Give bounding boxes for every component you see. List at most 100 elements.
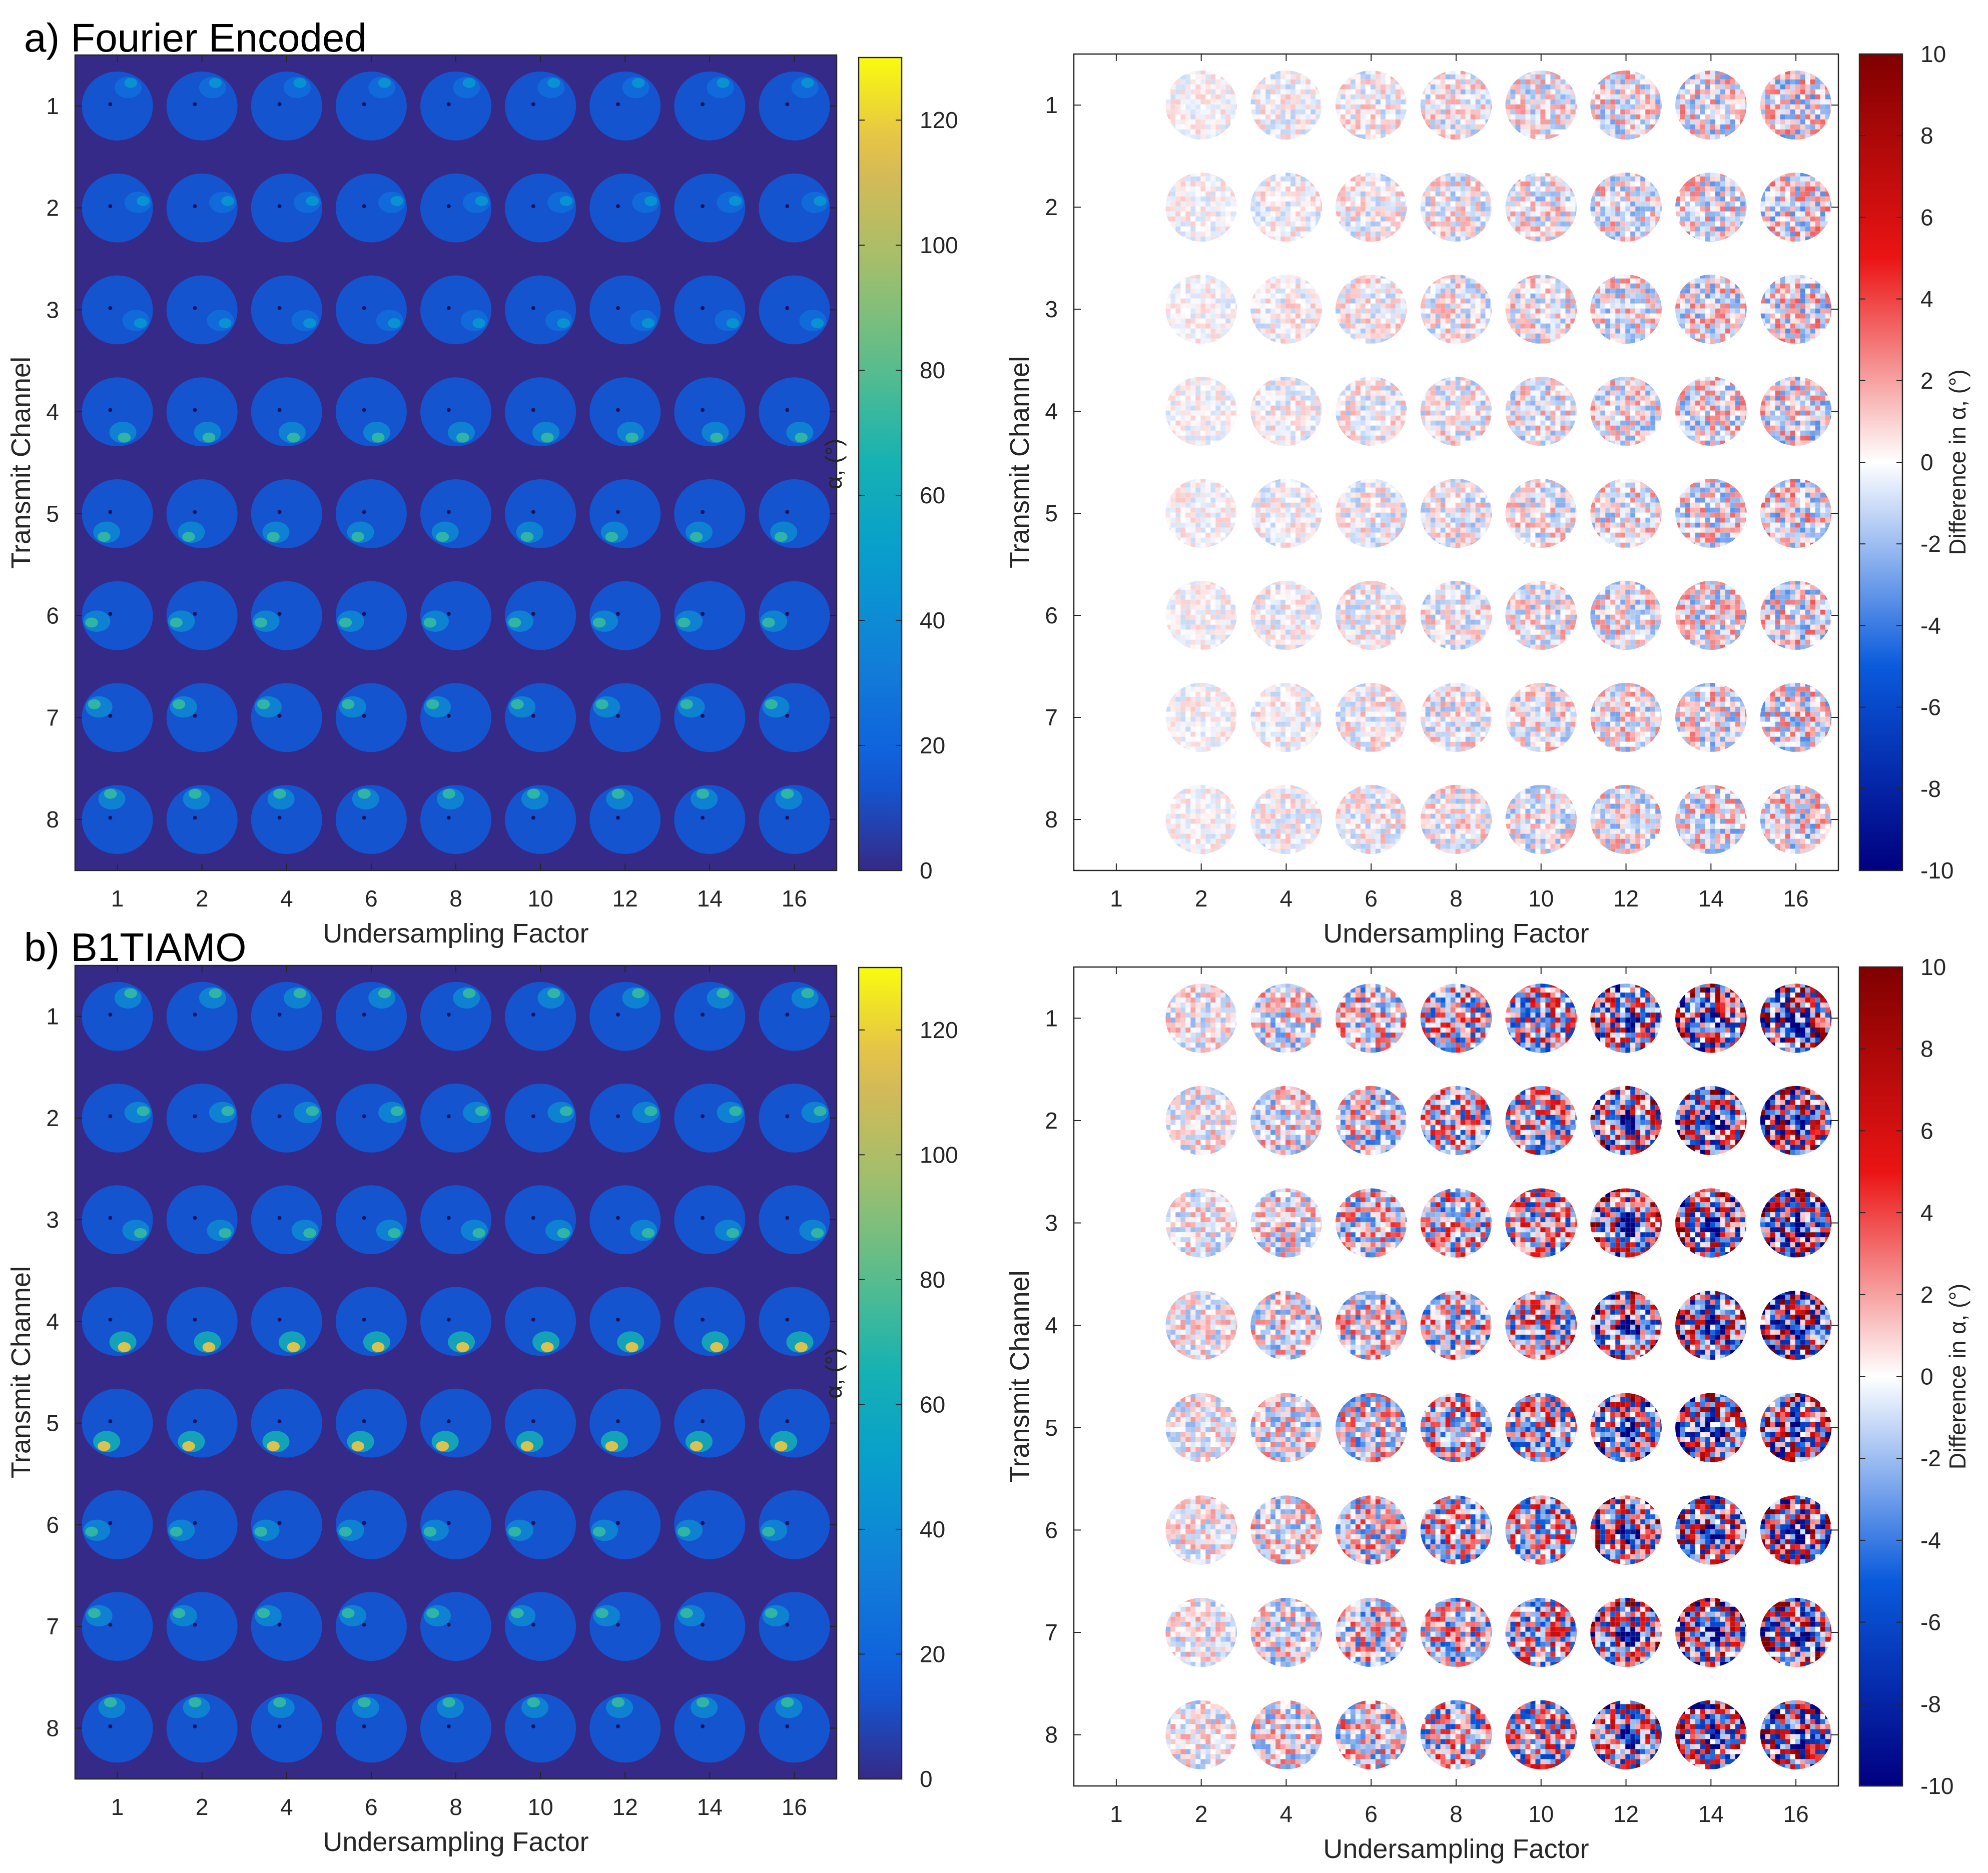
cell-peak	[342, 699, 355, 709]
cell-peak	[189, 789, 202, 799]
x-tick-label: 4	[280, 885, 293, 911]
colorbar-tick-label: 100	[920, 1142, 958, 1168]
cell-base	[420, 275, 491, 344]
cell-peak	[209, 989, 222, 999]
cell-dot	[447, 510, 451, 514]
colorbar-tick-label: 80	[920, 1267, 945, 1293]
cell-dot	[616, 816, 620, 820]
heatmap-cell-ch5-uf6	[336, 1389, 407, 1458]
colorbar-label: Difference in α, (°)	[1944, 1284, 1970, 1469]
colorbar-tick-label: 100	[920, 232, 958, 258]
heatmap-cell-ch3-uf1	[82, 275, 153, 344]
cell-dot	[616, 102, 620, 106]
x-tick-label: 10	[528, 1794, 553, 1820]
y-axis-label: Transmit Channel	[1005, 1270, 1035, 1482]
cell-peak	[267, 1441, 280, 1451]
cell-peak	[521, 1441, 534, 1451]
cell-dot	[447, 1419, 451, 1423]
cell-base	[505, 683, 576, 752]
y-tick-label: 5	[46, 1410, 59, 1436]
cell-dot	[108, 714, 112, 718]
cell-dot	[278, 1013, 282, 1017]
cell-peak	[351, 1441, 364, 1451]
cell-peak	[511, 1608, 524, 1618]
cell-dot	[108, 1114, 112, 1118]
heatmap-cell-ch5-uf14	[674, 1389, 745, 1458]
cell-dot	[785, 102, 789, 106]
cell-dot	[531, 1521, 535, 1525]
cell-peak	[303, 1228, 316, 1238]
heatmap-cell-ch3-uf14	[674, 275, 745, 344]
colorbar-tick-label: 8	[1920, 123, 1933, 149]
heatmap-cell-ch8-uf14	[674, 1693, 745, 1762]
cell-dot	[108, 204, 112, 208]
heatmap-cell-ch8-uf12	[589, 785, 660, 854]
cell-dot	[362, 1724, 366, 1728]
cell-peak	[137, 1106, 150, 1116]
cell-dot	[531, 1216, 535, 1220]
cell-peak	[351, 532, 364, 542]
cell-base	[82, 1592, 153, 1661]
cell-dot	[278, 1521, 282, 1525]
cell-dot	[278, 1419, 282, 1423]
heatmap-cell-ch5-uf10	[505, 479, 576, 548]
cell-peak	[342, 1608, 355, 1618]
cell-dot	[447, 816, 451, 820]
cell-dot	[108, 306, 112, 310]
heatmap-cell-ch4-uf8	[420, 1287, 491, 1356]
cell-dot	[193, 306, 197, 310]
x-axis-label: Undersampling Factor	[1323, 1834, 1589, 1864]
cell-base	[589, 275, 660, 344]
y-tick-label: 8	[46, 806, 59, 832]
cell-peak	[762, 617, 775, 627]
cell-base	[82, 1185, 153, 1254]
heatmap-cell-ch3-uf14	[674, 1185, 745, 1254]
cell-peak	[339, 1527, 352, 1537]
heatmap-cell-ch2-uf12	[589, 1084, 660, 1153]
cell-peak	[378, 78, 391, 88]
cell-peak	[209, 78, 222, 88]
x-tick-label: 8	[1450, 885, 1463, 911]
cell-peak	[98, 1441, 111, 1451]
heatmap-cell-ch7-uf10	[505, 1592, 576, 1661]
heatmap-cell-ch8-uf6	[336, 785, 407, 854]
cell-dot	[785, 1521, 789, 1525]
heatmap-cell-ch1-uf1	[82, 72, 153, 141]
cell-peak	[765, 699, 778, 709]
x-tick-label: 4	[1280, 885, 1293, 911]
heatmap-cell-ch3-uf16	[759, 1185, 830, 1254]
cell-dot	[447, 1216, 451, 1220]
heatmap-cell-ch4-uf1	[82, 1287, 153, 1356]
cell-dot	[193, 1013, 197, 1017]
x-tick-label: 2	[1195, 885, 1208, 911]
colorbar-tick-label: 120	[920, 1017, 958, 1043]
cell-peak	[605, 1441, 618, 1451]
heatmap-cell-ch5-uf1	[82, 479, 153, 548]
heatmap-cell-ch8-uf14	[674, 785, 745, 854]
heatmap-cell-ch3-uf6	[336, 275, 407, 344]
cell-peak	[595, 699, 608, 709]
colorbar-tick-label: 40	[920, 1516, 945, 1542]
cell-dot	[278, 816, 282, 820]
cell-base	[589, 683, 660, 752]
heatmap-cell-ch1-uf12	[589, 982, 660, 1051]
heatmap-cell-ch2-uf12	[589, 174, 660, 243]
heatmap-cell-ch8-uf10	[505, 785, 576, 854]
colorbar-tick-label: -10	[1920, 1773, 1953, 1799]
cell-peak	[306, 1106, 319, 1116]
y-tick-label: 2	[46, 1105, 59, 1131]
cell-peak	[612, 1697, 625, 1707]
y-tick-label: 2	[46, 195, 59, 221]
x-tick-label: 8	[449, 885, 462, 911]
heatmap-cell-ch7-uf10	[505, 683, 576, 752]
y-tick-label: 1	[46, 93, 59, 119]
heatmap-cell-ch6-uf10	[505, 1490, 576, 1559]
cell-dot	[616, 1114, 620, 1118]
heatmap-cell-ch3-uf1	[82, 1185, 153, 1254]
cell-dot	[531, 714, 535, 718]
y-tick-label: 7	[46, 704, 59, 730]
cell-peak	[690, 532, 703, 542]
cell-dot	[531, 1419, 535, 1423]
cell-dot	[616, 306, 620, 310]
cell-dot	[616, 1521, 620, 1525]
